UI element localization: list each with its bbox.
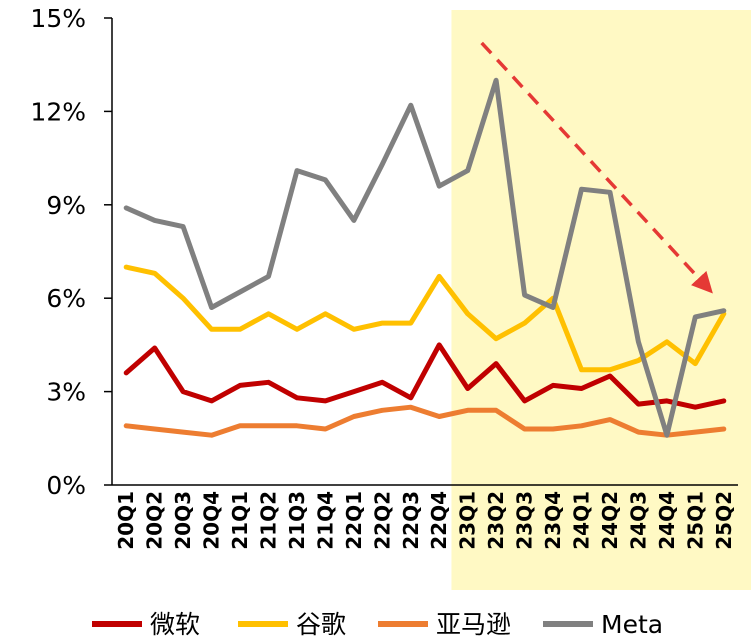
legend-label: 亚马逊	[436, 610, 511, 639]
series-line	[123, 77, 727, 438]
x-tick-label: 24Q3	[626, 491, 650, 550]
x-tick-label: 20Q3	[171, 491, 195, 550]
x-tick-label: 21Q2	[257, 491, 281, 550]
x-tick-label: 21Q3	[285, 491, 309, 550]
series-line	[123, 342, 727, 410]
y-tick-label: 0%	[46, 471, 86, 500]
x-tick-label: 23Q3	[513, 491, 537, 550]
x-tick-label: 24Q1	[570, 491, 594, 550]
series-line	[123, 264, 727, 373]
series-line	[123, 404, 727, 438]
x-tick-label: 20Q4	[200, 491, 224, 550]
trend-arrow	[480, 41, 713, 294]
x-tick-label: 25Q1	[683, 491, 707, 550]
x-tick-label: 20Q2	[143, 491, 167, 550]
x-tick-label: 24Q4	[655, 491, 679, 550]
y-tick-label: 9%	[46, 191, 86, 220]
x-tick-label: 21Q4	[313, 491, 337, 550]
x-tick-label: 23Q4	[541, 491, 565, 550]
legend-label: Meta	[601, 610, 663, 639]
y-tick-label: 3%	[46, 378, 86, 407]
x-tick-label: 22Q3	[399, 491, 423, 550]
x-tick-label: 23Q2	[484, 491, 508, 550]
x-tick-label: 22Q2	[370, 491, 394, 550]
y-tick-label: 12%	[30, 97, 86, 126]
x-tick-label: 20Q1	[114, 491, 138, 550]
x-tick-label: 23Q1	[456, 491, 480, 550]
y-tick-label: 15%	[30, 4, 86, 33]
x-tick-label: 21Q1	[228, 491, 252, 550]
y-tick-label: 6%	[46, 284, 86, 313]
legend-label: 谷歌	[296, 610, 346, 639]
x-tick-label: 22Q1	[342, 491, 366, 550]
x-tick-label: 25Q2	[712, 491, 736, 550]
legend-label: 微软	[150, 610, 200, 639]
x-tick-label: 22Q4	[427, 491, 451, 550]
x-tick-label: 24Q2	[598, 491, 622, 550]
